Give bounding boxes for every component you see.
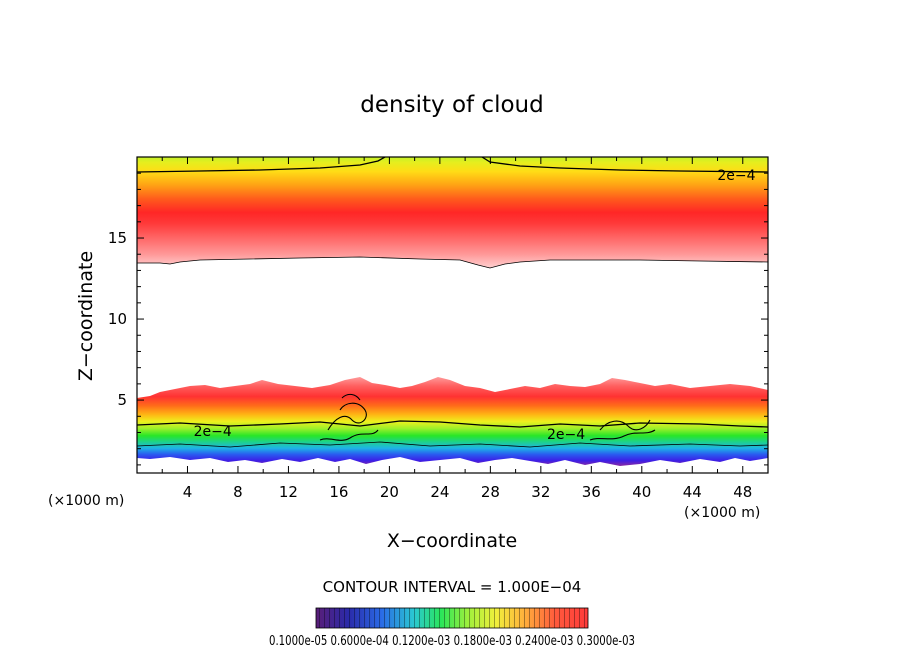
contour-interval-text: CONTOUR INTERVAL = 1.000E−04 [323, 578, 582, 596]
colorbar [315, 607, 589, 629]
x-tick-label-10: 44 [683, 483, 702, 501]
x-tick-label-11: 48 [733, 483, 752, 501]
y-axis: 5 10 15 [108, 172, 768, 466]
contour-lower-thin [137, 441, 768, 448]
x-tick-label-1: 8 [233, 483, 243, 501]
x-axis-label: X−coordinate [387, 530, 517, 552]
x-unit-left: (×1000 m) [48, 493, 124, 509]
x-axis: 4 8 12 16 20 24 28 32 36 40 44 48 [161, 157, 752, 501]
x-tick-label-2: 12 [279, 483, 298, 501]
y-axis-label: Z−coordinate [75, 251, 97, 381]
contour-labels: 2e−4 2e−4 2e−4 [194, 168, 756, 443]
x-unit-right: (×1000 m) [684, 505, 760, 521]
x-tick-label-8: 36 [582, 483, 601, 501]
turbulence-contours [319, 393, 656, 441]
contour-label-2: 2e−4 [547, 427, 585, 443]
upper-layer-lower-boundary [137, 256, 768, 269]
contour-label-1: 2e−4 [194, 424, 232, 440]
y-tick-label-2: 15 [108, 229, 127, 247]
contour-label-0: 2e−4 [717, 168, 755, 184]
x-tick-label-3: 16 [329, 483, 348, 501]
plot-area [137, 157, 768, 473]
x-tick-label-7: 32 [531, 483, 550, 501]
chart-title: density of cloud [360, 92, 543, 118]
y-tick-label-0: 5 [117, 391, 127, 409]
lower-cloud-layer [137, 377, 768, 466]
plot-frame [136, 156, 769, 474]
colorbar-labels: 0.1000e-05 0.6000e-04 0.1200e-03 0.1800e… [269, 634, 635, 649]
x-tick-label-5: 24 [430, 483, 449, 501]
x-tick-label-6: 28 [481, 483, 500, 501]
x-tick-label-4: 20 [380, 483, 399, 501]
contour-2e-4-lower [137, 420, 768, 428]
x-tick-label-9: 40 [632, 483, 651, 501]
upper-cloud-layer [137, 157, 768, 268]
x-tick-label-0: 4 [183, 483, 193, 501]
y-tick-label-1: 10 [108, 310, 127, 328]
